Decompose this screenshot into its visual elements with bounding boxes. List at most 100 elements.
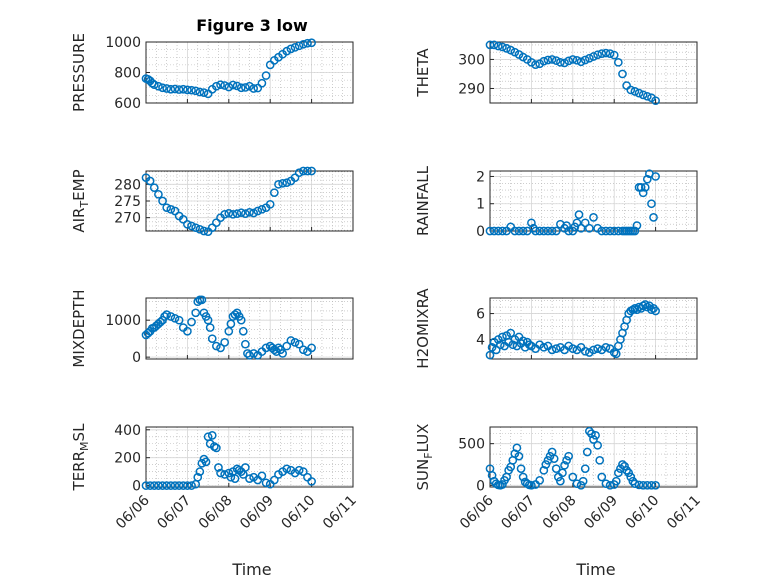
data-point [195, 87, 205, 97]
data-point [570, 222, 580, 232]
data-point [498, 226, 507, 236]
data-point [212, 218, 221, 228]
data-point [636, 183, 646, 192]
x-tick-label: 06/07 [154, 493, 194, 533]
data-point [257, 204, 267, 214]
data-point [298, 467, 308, 477]
data-point [178, 214, 188, 224]
data-point [166, 481, 176, 490]
data-point [249, 208, 258, 218]
data-point [560, 460, 569, 470]
data-point [249, 349, 258, 358]
data-point [601, 226, 611, 236]
data-point [253, 206, 263, 216]
y-tick-label: 1 [476, 197, 485, 213]
data-point [613, 468, 623, 478]
data-point [230, 474, 240, 483]
subplot-h2omixra: 4 6 H2OMIXRA [414, 288, 698, 369]
data-point [158, 196, 167, 206]
data-point [514, 226, 524, 236]
x-tick-label: 06/09 [237, 493, 277, 533]
data-point [595, 455, 605, 465]
data-point [282, 341, 292, 351]
data-point [145, 176, 155, 186]
data-point [493, 41, 503, 51]
y-tick-label: 4 [476, 333, 485, 349]
data-point [178, 84, 188, 94]
data-point [191, 86, 201, 96]
y-tick-label: 0 [476, 224, 485, 240]
data-point [547, 55, 557, 64]
data-point [605, 226, 615, 236]
data-point [510, 226, 520, 236]
y-tick-label: 600 [114, 96, 141, 112]
data-point [216, 80, 225, 90]
data-point [597, 49, 607, 58]
data-point [547, 345, 557, 355]
data-point [489, 226, 499, 236]
data-point [562, 221, 571, 230]
data-point [187, 221, 196, 231]
data-point [154, 81, 163, 91]
data-point [498, 42, 507, 52]
y-axis-label: PRESSURE [70, 33, 88, 112]
data-point [551, 226, 561, 236]
data-point [638, 90, 648, 100]
data-point [294, 41, 304, 51]
data-point [605, 480, 615, 490]
data-point [232, 81, 242, 91]
subplot-terr_msl: 0 200 400 06/06 06/07 06/08 06/09 06/10 06/11 TER… [70, 423, 360, 533]
data-point [560, 58, 569, 68]
data-point [630, 479, 640, 489]
data-point [236, 83, 246, 93]
data-point [160, 312, 169, 321]
data-point [187, 481, 196, 490]
y-tick-label: 0 [132, 479, 141, 495]
y-tick-label: 6 [476, 307, 485, 323]
y-axis-label: SUNFLUX [414, 424, 435, 491]
data-point [241, 463, 250, 472]
data-point [282, 464, 292, 474]
data-point [212, 81, 221, 91]
data-point [274, 179, 283, 189]
data-point [651, 172, 660, 181]
data-point [489, 40, 499, 50]
data-point [269, 188, 279, 198]
y-tick-label: 1000 [105, 35, 141, 51]
data-point [195, 467, 205, 477]
data-point [294, 465, 304, 475]
data-point [201, 457, 211, 467]
data-point [576, 57, 586, 67]
data-point [506, 45, 516, 55]
y-tick-label: 200 [114, 451, 141, 467]
data-point [183, 326, 192, 336]
data-point [568, 344, 578, 353]
data-point [170, 206, 180, 216]
data-point [241, 83, 250, 92]
data-point [630, 226, 640, 236]
data-point [236, 315, 246, 325]
data-point [282, 178, 292, 188]
data-point [634, 88, 644, 98]
data-point [539, 226, 549, 236]
data-point [269, 345, 279, 355]
data-point [224, 208, 234, 218]
data-point [149, 183, 159, 193]
data-point [541, 460, 551, 469]
data-point [307, 166, 316, 176]
data-point [245, 474, 254, 483]
data-point [226, 472, 236, 482]
data-point [307, 38, 316, 48]
data-point [286, 336, 296, 345]
data-point [216, 468, 225, 478]
data-point [589, 52, 598, 61]
data-point [174, 315, 184, 325]
data-point [562, 455, 571, 465]
data-point [212, 341, 221, 351]
y-tick-label: 0 [476, 478, 485, 494]
data-point [506, 328, 516, 338]
data-point [593, 50, 602, 60]
data-point [216, 343, 225, 353]
data-point [491, 345, 501, 355]
